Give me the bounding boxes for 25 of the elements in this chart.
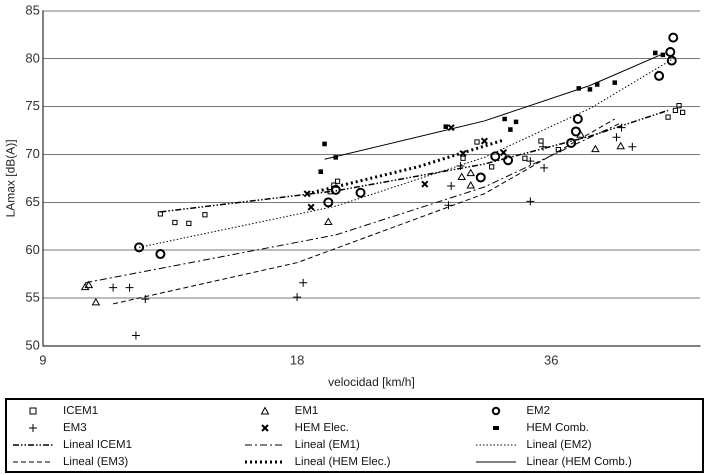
y-tick-label: 65: [25, 194, 40, 209]
legend-label: Lineal (HEM Elec.): [294, 456, 391, 468]
legend-label: ICEM1: [63, 404, 98, 416]
legend-label: HEM Comb.: [526, 422, 589, 434]
x-axis-title: velocidad [km/h]: [328, 375, 415, 390]
legend-label: Linear (HEM Comb.): [526, 456, 632, 468]
x-tick-label: 36: [544, 352, 559, 368]
legend-label: EM3: [63, 422, 87, 434]
x-tick-label: 18: [290, 352, 304, 368]
legend-label: Lineal (EM2): [526, 438, 592, 450]
y-tick-label: 55: [25, 290, 40, 305]
y-tick-label: 50: [25, 338, 40, 353]
legend-label: Lineal (EM1): [294, 438, 360, 450]
y-tick-label: 85: [25, 2, 40, 18]
legend-label: EM2: [526, 404, 550, 416]
legend-label: HEM Elec.: [294, 422, 349, 434]
y-axis-title: LAmax [dB(A)]: [4, 139, 18, 218]
legend-label: EM1: [294, 404, 318, 416]
y-tick-label: 80: [25, 50, 40, 66]
y-tick-label: 75: [25, 98, 40, 114]
y-tick-label: 70: [25, 146, 40, 162]
x-tick-label: 9: [39, 352, 46, 368]
legend-label: Lineal ICEM1: [63, 438, 132, 450]
y-tick-label: 60: [25, 242, 40, 257]
legend-label: Lineal (EM3): [63, 456, 128, 468]
